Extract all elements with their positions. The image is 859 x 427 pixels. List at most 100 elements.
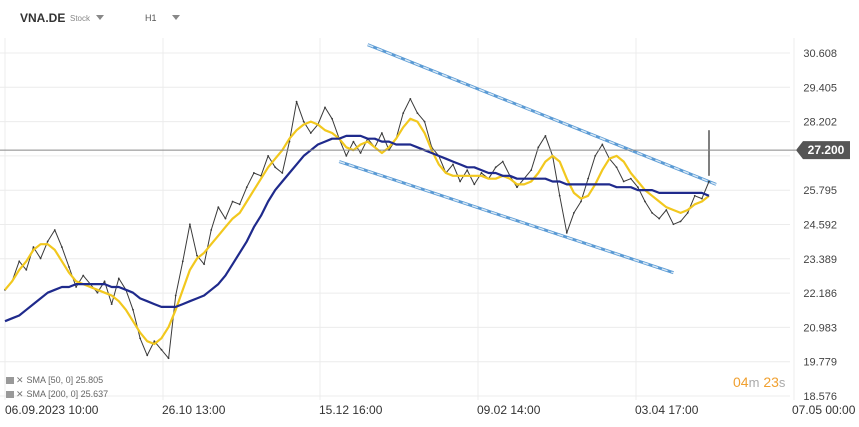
close-icon[interactable]: ✕ [16, 389, 24, 399]
price-point [203, 263, 206, 266]
series-line-1 [4, 117, 710, 346]
y-tick-label: 29.405 [803, 82, 837, 94]
price-point [651, 211, 654, 214]
price-point [359, 152, 362, 154]
x-tick-label: 09.02 14:00 [477, 403, 541, 417]
price-point [629, 177, 632, 180]
price-point [82, 274, 85, 277]
price-point [587, 177, 590, 180]
price-point [580, 200, 582, 203]
price-point [459, 180, 462, 183]
price-point [18, 260, 21, 263]
x-tick-label: 03.04 17:00 [635, 403, 699, 417]
price-point [452, 163, 454, 166]
price-point [96, 291, 99, 294]
x-axis: 06.09.2023 10:00 26.10 13:00 15.12 16:00 09… [5, 403, 856, 417]
price-point [146, 354, 149, 357]
price-point [708, 180, 710, 183]
close-icon[interactable]: ✕ [16, 375, 24, 385]
price-point [196, 254, 198, 257]
indicator-legend-sma50[interactable]: ✕ SMA [50, 0] 25.805 [6, 375, 103, 386]
price-point [267, 154, 270, 157]
price-point [636, 186, 639, 189]
price-point [117, 277, 120, 280]
price-point [302, 120, 305, 123]
price-point [210, 229, 213, 231]
price-point [658, 217, 661, 220]
price-point [68, 266, 70, 268]
price-point [224, 217, 227, 220]
price-point [572, 211, 575, 214]
chart-grid [0, 38, 795, 400]
price-point [644, 200, 646, 203]
indicator-name: SMA [26, 389, 46, 399]
x-tick-label: 15.12 16:00 [319, 403, 383, 417]
x-tick-label: 26.10 13:00 [162, 403, 226, 417]
symbol-name[interactable]: VNA.DE [20, 11, 66, 25]
chart-toolbar: VNA.DE Stock H1 [0, 0, 859, 34]
price-point [281, 172, 284, 174]
price-point [238, 203, 241, 206]
price-point [274, 166, 277, 169]
indicator-settings-icon[interactable] [6, 377, 14, 385]
price-point [679, 220, 682, 223]
price-point [345, 154, 348, 157]
channel-line-dash-lower [339, 160, 674, 274]
y-tick-label: 30.608 [803, 48, 837, 60]
price-point [295, 100, 298, 103]
price-point [139, 337, 142, 340]
y-tick-label: 22.186 [803, 288, 837, 300]
price-point [252, 172, 255, 174]
price-point [665, 209, 668, 211]
price-point [160, 348, 163, 351]
price-point [416, 112, 419, 114]
price-point [181, 260, 184, 263]
timeframe-dropdown-icon[interactable] [172, 15, 180, 20]
y-tick-label: 20.983 [803, 322, 837, 334]
x-tick-label: 07.05 00:00 [792, 403, 856, 417]
price-point [174, 294, 177, 297]
price-point [25, 268, 28, 271]
price-point [402, 112, 405, 114]
price-point [352, 140, 355, 143]
price-point [501, 160, 504, 163]
price-point [245, 186, 248, 189]
price-point [672, 223, 675, 226]
price-point [46, 240, 49, 243]
indicator-legend-sma200[interactable]: ✕ SMA [200, 0] 25.637 [6, 389, 108, 400]
price-point [622, 180, 625, 183]
indicator-value: 25.637 [80, 389, 109, 399]
price-point [537, 146, 540, 149]
current-price-badge [796, 141, 850, 160]
y-tick-label: 28.202 [803, 117, 837, 129]
price-point [565, 231, 568, 234]
price-point [380, 132, 383, 134]
current-price-line: 27.200 [0, 141, 850, 160]
channel-line-dash-upper [367, 44, 717, 186]
price-point [615, 166, 618, 169]
symbol-type: Stock [70, 14, 91, 23]
price-point [309, 132, 312, 134]
trend-channel[interactable] [338, 43, 717, 275]
price-point [39, 257, 42, 260]
timeframe-label[interactable]: H1 [145, 13, 157, 23]
indicator-settings-icon[interactable] [6, 391, 14, 399]
chart-series [4, 97, 710, 360]
price-point [601, 143, 604, 146]
y-tick-label: 19.779 [803, 357, 837, 369]
price-point [153, 340, 156, 343]
price-point [594, 154, 597, 157]
y-tick-label: 25.795 [803, 185, 837, 197]
price-point [516, 186, 518, 189]
x-tick-label: 06.09.2023 10:00 [5, 403, 99, 417]
indicator-params: [50, 0] [48, 375, 74, 385]
series-line-2 [4, 134, 710, 323]
y-tick-label: 23.389 [803, 254, 837, 266]
price-point [466, 169, 469, 172]
price-point [494, 166, 497, 169]
indicator-name: SMA [26, 375, 46, 385]
price-point [700, 197, 703, 200]
y-tick-label: 18.576 [803, 391, 837, 403]
symbol-dropdown-icon[interactable] [96, 15, 104, 20]
